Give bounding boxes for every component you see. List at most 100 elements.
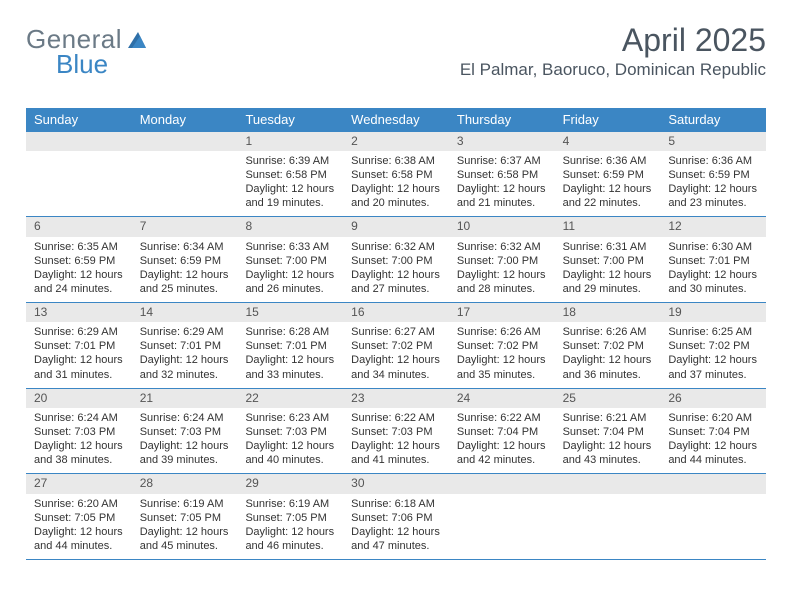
day-cell: 17Sunrise: 6:26 AMSunset: 7:02 PMDayligh… [449, 303, 555, 388]
day-number: 24 [449, 389, 555, 408]
day-body: Sunrise: 6:36 AMSunset: 6:59 PMDaylight:… [555, 151, 661, 216]
week-row: 6Sunrise: 6:35 AMSunset: 6:59 PMDaylight… [26, 217, 766, 303]
day-body [132, 151, 238, 209]
day-number: 13 [26, 303, 132, 322]
daylight-text-line1: Daylight: 12 hours [140, 439, 230, 453]
day-cell: 10 Sunrise: 6:32 AMSunset: 7:00 PMDayligh… [449, 217, 555, 302]
sunset-text: Sunset: 6:59 PM [34, 254, 124, 268]
empty-cell [660, 474, 766, 559]
week-row: 20Sunrise: 6:24 AMSunset: 7:03 PMDayligh… [26, 389, 766, 475]
sunrise-text: Sunrise: 6:26 AM [563, 325, 653, 339]
day-number: 1 [237, 132, 343, 151]
sunrise-text: Sunrise: 6:30 AM [668, 240, 758, 254]
daylight-text-line1: Daylight: 12 hours [140, 268, 230, 282]
calendar: SundayMondayTuesdayWednesdayThursdayFrid… [26, 108, 766, 560]
location-label: El Palmar, Baoruco, Dominican Republic [460, 60, 766, 80]
sunrise-text: Sunrise: 6:27 AM [351, 325, 441, 339]
day-body: Sunrise: 6:23 AMSunset: 7:03 PMDaylight:… [237, 408, 343, 473]
day-number: 25 [555, 389, 661, 408]
sunrise-text: Sunrise: 6:19 AM [140, 497, 230, 511]
day-number: 10 [449, 217, 555, 236]
day-cell: 20Sunrise: 6:24 AMSunset: 7:03 PMDayligh… [26, 389, 132, 474]
day-body: Sunrise: 6:18 AMSunset: 7:06 PMDaylight:… [343, 494, 449, 559]
sunset-text: Sunset: 6:58 PM [245, 168, 335, 182]
day-body: Sunrise: 6:19 AMSunset: 7:05 PMDaylight:… [132, 494, 238, 559]
sunrise-text: Sunrise: 6:20 AM [34, 497, 124, 511]
sunrise-text: Sunrise: 6:32 AM [457, 240, 547, 254]
day-body [449, 494, 555, 552]
sunrise-text: Sunrise: 6:22 AM [457, 411, 547, 425]
daylight-text-line1: Daylight: 12 hours [34, 525, 124, 539]
day-number: 14 [132, 303, 238, 322]
daylight-text-line1: Daylight: 12 hours [457, 268, 547, 282]
daylight-text-line2: and 28 minutes. [457, 282, 547, 296]
daylight-text-line1: Daylight: 12 hours [668, 182, 758, 196]
daylight-text-line1: Daylight: 12 hours [245, 353, 335, 367]
day-number: 20 [26, 389, 132, 408]
daylight-text-line2: and 38 minutes. [34, 453, 124, 467]
sunrise-text: Sunrise: 6:34 AM [140, 240, 230, 254]
daylight-text-line2: and 19 minutes. [245, 196, 335, 210]
daylight-text-line2: and 47 minutes. [351, 539, 441, 553]
day-number [660, 474, 766, 493]
brand-sail-icon [126, 30, 148, 50]
sunrise-text: Sunrise: 6:28 AM [245, 325, 335, 339]
sunset-text: Sunset: 7:03 PM [34, 425, 124, 439]
daylight-text-line2: and 44 minutes. [34, 539, 124, 553]
day-number: 15 [237, 303, 343, 322]
day-body: Sunrise: 6:34 AMSunset: 6:59 PMDaylight:… [132, 237, 238, 302]
day-body: Sunrise: 6:27 AMSunset: 7:02 PMDaylight:… [343, 322, 449, 387]
empty-cell [449, 474, 555, 559]
day-body: Sunrise: 6:35 AMSunset: 6:59 PMDaylight:… [26, 237, 132, 302]
daylight-text-line1: Daylight: 12 hours [351, 268, 441, 282]
day-body: Sunrise: 6:20 AMSunset: 7:04 PMDaylight:… [660, 408, 766, 473]
day-body: Sunrise: 6:28 AMSunset: 7:01 PMDaylight:… [237, 322, 343, 387]
day-cell: 4Sunrise: 6:36 AMSunset: 6:59 PMDaylight… [555, 132, 661, 217]
daylight-text-line2: and 24 minutes. [34, 282, 124, 296]
daylight-text-line2: and 21 minutes. [457, 196, 547, 210]
daylight-text-line2: and 41 minutes. [351, 453, 441, 467]
daylight-text-line2: and 37 minutes. [668, 368, 758, 382]
sunset-text: Sunset: 7:00 PM [457, 254, 547, 268]
day-body: Sunrise: 6:21 AMSunset: 7:04 PMDaylight:… [555, 408, 661, 473]
day-body: Sunrise: 6:26 AMSunset: 7:02 PMDaylight:… [555, 322, 661, 387]
daylight-text-line2: and 45 minutes. [140, 539, 230, 553]
day-number: 2 [343, 132, 449, 151]
day-body: Sunrise: 6:29 AMSunset: 7:01 PMDaylight:… [132, 322, 238, 387]
day-cell: 18Sunrise: 6:26 AMSunset: 7:02 PMDayligh… [555, 303, 661, 388]
sunrise-text: Sunrise: 6:29 AM [140, 325, 230, 339]
daylight-text-line2: and 20 minutes. [351, 196, 441, 210]
daylight-text-line1: Daylight: 12 hours [34, 268, 124, 282]
day-body: Sunrise: 6:30 AMSunset: 7:01 PMDaylight:… [660, 237, 766, 302]
sunset-text: Sunset: 7:02 PM [668, 339, 758, 353]
daylight-text-line2: and 46 minutes. [245, 539, 335, 553]
day-body: Sunrise: 6:24 AMSunset: 7:03 PMDaylight:… [26, 408, 132, 473]
day-body [555, 494, 661, 552]
day-body: Sunrise: 6:36 AMSunset: 6:59 PMDaylight:… [660, 151, 766, 216]
daylight-text-line2: and 43 minutes. [563, 453, 653, 467]
day-cell: 3Sunrise: 6:37 AMSunset: 6:58 PMDaylight… [449, 132, 555, 217]
sunset-text: Sunset: 7:01 PM [140, 339, 230, 353]
daylight-text-line1: Daylight: 12 hours [563, 182, 653, 196]
day-body: Sunrise: 6:19 AMSunset: 7:05 PMDaylight:… [237, 494, 343, 559]
day-number: 8 [237, 217, 343, 236]
sunrise-text: Sunrise: 6:36 AM [668, 154, 758, 168]
sunset-text: Sunset: 6:58 PM [457, 168, 547, 182]
day-cell: 23Sunrise: 6:22 AMSunset: 7:03 PMDayligh… [343, 389, 449, 474]
sunrise-text: Sunrise: 6:25 AM [668, 325, 758, 339]
daylight-text-line1: Daylight: 12 hours [668, 353, 758, 367]
sunset-text: Sunset: 7:01 PM [668, 254, 758, 268]
day-cell: 29Sunrise: 6:19 AMSunset: 7:05 PMDayligh… [237, 474, 343, 559]
page-root: General April 2025 El Palmar, Baoruco, D… [0, 0, 792, 580]
daylight-text-line2: and 25 minutes. [140, 282, 230, 296]
day-cell: 8Sunrise: 6:33 AMSunset: 7:00 PMDaylight… [237, 217, 343, 302]
daylight-text-line1: Daylight: 12 hours [668, 268, 758, 282]
sunrise-text: Sunrise: 6:38 AM [351, 154, 441, 168]
day-cell: 14Sunrise: 6:29 AMSunset: 7:01 PMDayligh… [132, 303, 238, 388]
day-body [660, 494, 766, 552]
daylight-text-line2: and 34 minutes. [351, 368, 441, 382]
day-number: 18 [555, 303, 661, 322]
sunset-text: Sunset: 7:06 PM [351, 511, 441, 525]
sunset-text: Sunset: 7:02 PM [457, 339, 547, 353]
day-number: 7 [132, 217, 238, 236]
